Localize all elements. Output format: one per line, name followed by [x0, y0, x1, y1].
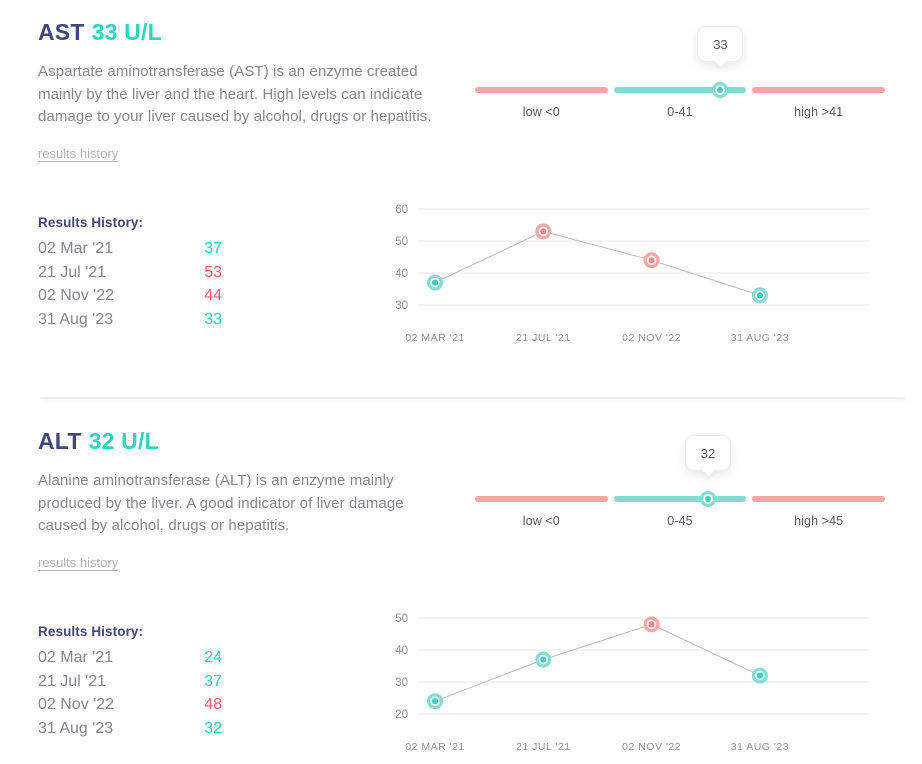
range-low-label: low <0 — [522, 105, 560, 119]
range-normal-label: 0-45 — [667, 514, 693, 528]
history-row: 02 Mar '21 37 — [38, 237, 222, 261]
test-description: Alanine aminotransferase (ALT) is an enz… — [38, 472, 404, 534]
history-date: 31 Aug '23 — [38, 720, 114, 738]
history-row: 02 Nov '22 44 — [38, 284, 222, 308]
history-rows: 02 Mar '21 24 21 Jul '21 37 02 Nov '22 48 31 A… — [38, 646, 222, 741]
section-divider — [40, 397, 905, 399]
line-chart-svg: 50 40 30 20 02 MAR '21 21 JUL '21 02 NOV '22 31… — [395, 613, 869, 753]
test-reading: 32 U/L — [88, 428, 159, 454]
history-date: 02 Mar '21 — [38, 240, 114, 257]
range-tooltip-value: 33 — [713, 36, 728, 52]
history-value: 53 — [204, 263, 222, 281]
results-history-link[interactable]: results history — [38, 555, 119, 570]
test-name: AST — [38, 19, 85, 45]
panel-title: ALT 32 U/L — [38, 430, 159, 453]
svg-text:31 AUG '23: 31 AUG '23 — [731, 332, 789, 344]
range-normal-segment — [613, 87, 747, 93]
range-low-label: low <0 — [522, 514, 560, 528]
range-bar — [475, 496, 886, 502]
ast-panel: AST 33 U/L Aspartate aminotransferase (AS… — [0, 0, 922, 397]
range-normal-segment — [613, 496, 747, 502]
history-value: 48 — [204, 696, 222, 714]
svg-text:30: 30 — [395, 300, 408, 312]
alt-panel: ALT 32 U/L Alanine aminotransferase (ALT)… — [0, 409, 922, 762]
range-bar — [475, 87, 886, 93]
history-value: 44 — [204, 287, 222, 305]
results-line-chart: 60 50 40 30 02 MAR '21 21 JUL '21 02 NOV '22 31… — [378, 199, 872, 351]
range-tooltip-value: 32 — [700, 445, 716, 461]
history-date: 02 Mar '21 — [38, 649, 114, 666]
results-history-header: Results History: — [38, 215, 144, 230]
history-date: 02 Nov '22 — [38, 287, 114, 305]
history-row: 02 Mar '21 24 — [38, 646, 222, 670]
svg-text:02 NOV '22: 02 NOV '22 — [622, 741, 681, 753]
history-value: 37 — [204, 240, 222, 257]
history-value: 37 — [204, 672, 222, 690]
svg-text:50: 50 — [395, 613, 408, 625]
svg-text:60: 60 — [395, 204, 408, 216]
history-date: 21 Jul '21 — [38, 263, 106, 281]
test-name: ALT — [38, 428, 82, 454]
results-history-link[interactable]: results history — [38, 146, 119, 161]
range-marker-dot — [717, 87, 724, 93]
history-rows: 02 Mar '21 37 21 Jul '21 53 02 Nov '22 44 31 A… — [38, 237, 222, 332]
range-low-segment — [475, 496, 608, 502]
history-value: 32 — [204, 720, 222, 738]
history-value: 33 — [204, 311, 222, 329]
results-history-list: Results History: 02 Mar '21 24 21 Jul '21 3… — [38, 624, 222, 741]
range-high-label: high >41 — [794, 105, 844, 119]
history-date: 21 Jul '21 — [38, 672, 106, 690]
svg-text:21 JUL '21: 21 JUL '21 — [516, 332, 570, 344]
history-row: 02 Nov '22 48 — [38, 693, 222, 717]
range-normal-label: 0-41 — [667, 105, 693, 119]
range-marker-dot — [705, 496, 711, 502]
history-row: 21 Jul '21 53 — [38, 261, 222, 285]
test-description: Aspartate aminotransferase (AST) is an e… — [38, 63, 432, 125]
range-indicator: 33 low <0 0-41 high >41 — [475, 0, 886, 130]
range-labels: low <0 0-45 high >45 — [475, 514, 885, 528]
range-indicator: 32 low <0 0-45 high >45 — [475, 409, 886, 539]
svg-text:50: 50 — [395, 236, 408, 248]
svg-text:02 NOV '22: 02 NOV '22 — [622, 332, 681, 344]
range-labels: low <0 0-41 high >41 — [475, 105, 885, 119]
history-value: 24 — [204, 649, 222, 666]
svg-text:21 JUL '21: 21 JUL '21 — [516, 741, 570, 753]
results-line-chart: 50 40 30 20 02 MAR '21 21 JUL '21 02 NOV '22 31… — [378, 608, 872, 760]
test-reading: 33 U/L — [91, 19, 162, 45]
range-low-segment — [475, 87, 608, 93]
range-high-segment — [752, 87, 886, 93]
svg-text:02 MAR '21: 02 MAR '21 — [405, 741, 465, 753]
range-marker — [712, 82, 729, 98]
svg-text:02 MAR '21: 02 MAR '21 — [405, 332, 465, 344]
range-high-segment — [752, 496, 886, 502]
svg-text:20: 20 — [395, 709, 408, 721]
history-row: 31 Aug '23 32 — [38, 717, 222, 741]
range-tooltip: 33 — [697, 26, 744, 62]
results-history-list: Results History: 02 Mar '21 37 21 Jul '21 5… — [38, 215, 222, 332]
line-chart-svg: 60 50 40 30 02 MAR '21 21 JUL '21 02 NOV '22 31… — [395, 204, 869, 344]
history-date: 02 Nov '22 — [38, 696, 114, 714]
history-row: 21 Jul '21 37 — [38, 670, 222, 694]
range-marker — [700, 491, 716, 507]
svg-text:40: 40 — [395, 645, 408, 657]
svg-text:40: 40 — [395, 268, 408, 280]
history-date: 31 Aug '23 — [38, 311, 114, 329]
svg-text:30: 30 — [395, 677, 408, 689]
history-row: 31 Aug '23 33 — [38, 308, 222, 332]
svg-text:31 AUG '23: 31 AUG '23 — [731, 741, 789, 753]
results-history-header: Results History: — [38, 624, 144, 639]
panel-title: AST 33 U/L — [38, 21, 162, 44]
range-high-label: high >45 — [794, 514, 844, 528]
range-tooltip: 32 — [685, 435, 731, 471]
